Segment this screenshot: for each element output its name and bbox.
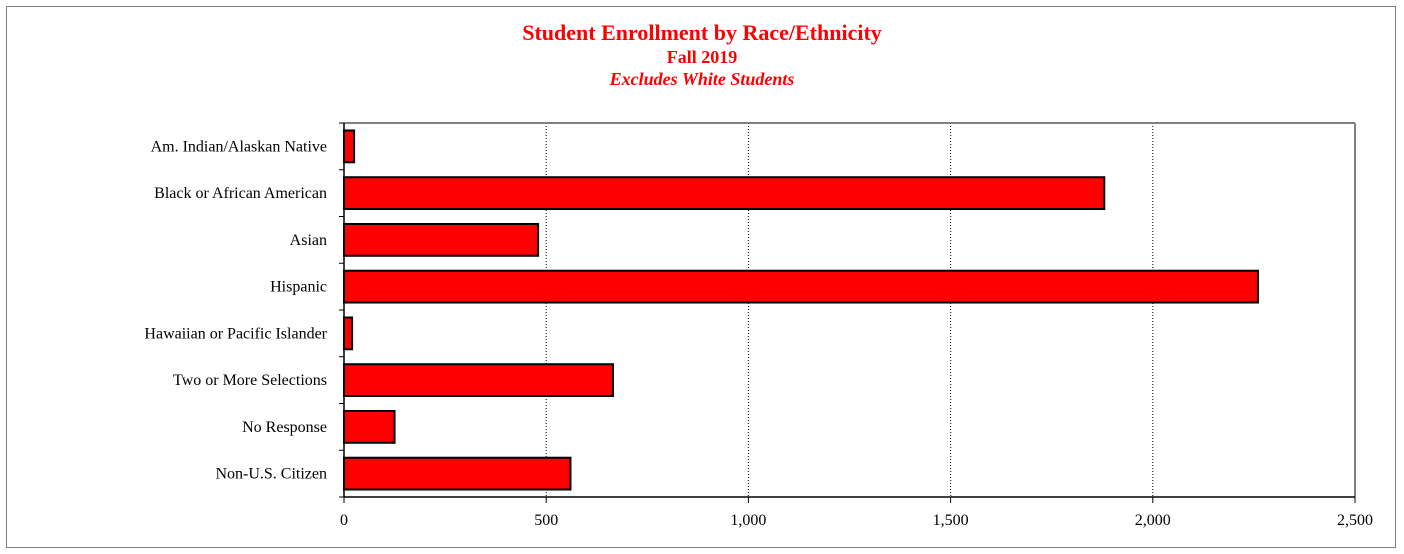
x-tick-label: 1,000 — [730, 512, 766, 529]
chart-subtitle: Fall 2019 — [666, 47, 738, 67]
bars — [343, 129, 1259, 491]
chart-title-block: Student Enrollment by Race/Ethnicity Fal… — [0, 20, 1404, 90]
category-label: Non-U.S. Citizen — [215, 466, 327, 483]
bar — [343, 176, 1106, 211]
bar — [343, 129, 356, 164]
bar — [343, 316, 354, 351]
bar — [343, 363, 614, 398]
x-tick-label: 0 — [340, 512, 348, 529]
category-label: Black or African American — [154, 185, 327, 202]
category-labels: Am. Indian/Alaskan Native Black or Africa… — [144, 138, 327, 482]
x-tick-labels: 0 500 1,000 1,500 2,000 2,500 — [340, 512, 1373, 529]
x-tick-label: 1,500 — [933, 512, 969, 529]
x-tick-label: 500 — [534, 512, 558, 529]
x-tick-label: 2,000 — [1135, 512, 1171, 529]
bar — [343, 222, 540, 257]
x-tick-label: 2,500 — [1337, 512, 1373, 529]
category-label: No Response — [242, 419, 327, 436]
chart-title: Student Enrollment by Race/Ethnicity — [522, 20, 882, 45]
bar — [343, 456, 572, 491]
category-label: Hispanic — [270, 279, 327, 296]
category-label: Hawaiian or Pacific Islander — [144, 325, 327, 342]
chart-note: Excludes White Students — [609, 69, 795, 89]
axes — [339, 122, 1356, 503]
category-label: Am. Indian/Alaskan Native — [151, 138, 327, 155]
category-label: Two or More Selections — [173, 372, 327, 389]
bar — [343, 409, 396, 444]
bar — [343, 269, 1259, 304]
category-label: Asian — [290, 232, 327, 249]
